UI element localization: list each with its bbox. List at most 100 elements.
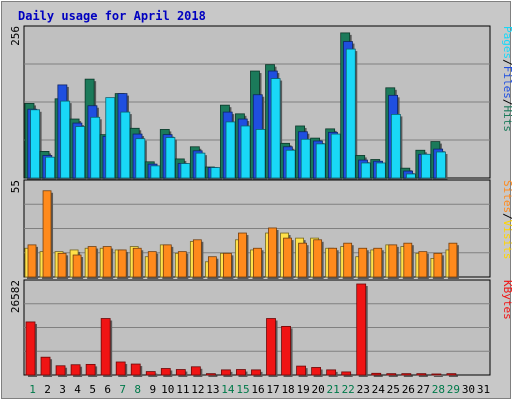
bar-kbytes-day-8: [130, 363, 143, 377]
bar-sites-day-3: [57, 252, 69, 279]
bar-sites-day-20: [313, 239, 324, 279]
x-tick-label: 21: [327, 383, 340, 396]
series-side-label: Pages/Files/Hits: [501, 26, 512, 132]
bar-kbytes-day-2: [40, 356, 53, 377]
bar-pages-day-26: [406, 173, 418, 180]
bar-kbytes-day-29: [446, 373, 458, 377]
x-tick-label: 5: [89, 383, 96, 396]
bar-pages-day-24: [375, 162, 388, 180]
x-tick-label: 4: [74, 383, 81, 396]
bar-pages-day-7: [120, 111, 132, 180]
bar-kbytes-day-16: [251, 369, 263, 377]
y-max-label: 26582: [9, 280, 22, 313]
bar-sites-day-9: [147, 251, 159, 279]
bar-pages-day-25: [390, 114, 403, 180]
bar-sites-day-24: [373, 247, 384, 279]
bar-sites-day-11: [177, 251, 189, 279]
legend-slash: /: [501, 213, 512, 220]
bar-pages-day-10: [165, 137, 177, 180]
legend-slash: /: [501, 59, 512, 66]
x-tick-label: 16: [251, 383, 264, 396]
bar-sites-day-1: [27, 244, 38, 279]
x-tick-label: 20: [312, 383, 325, 396]
bar-sites-day-2: [42, 190, 54, 279]
bar-pages-day-15: [240, 125, 253, 180]
bar-kbytes-day-12: [190, 366, 203, 377]
bar-sites-day-7: [117, 249, 129, 279]
x-tick-label: 1: [29, 383, 36, 396]
bar-sites-day-23: [358, 247, 369, 279]
bar-sites-day-14: [223, 252, 234, 279]
chart-panels: 256Pages/Files/Hits55Sites/Visits26582KB…: [9, 25, 512, 377]
bar-sites-day-25: [388, 244, 399, 279]
bar-pages-day-2: [45, 156, 57, 180]
bar-kbytes-day-6: [100, 318, 113, 377]
bar-sites-day-15: [238, 232, 249, 279]
bar-pages-day-5: [90, 116, 102, 180]
y-max-label: 256: [9, 26, 22, 46]
bar-kbytes-day-21: [326, 369, 338, 377]
y-max-label: 55: [9, 180, 22, 193]
bar-kbytes-day-22: [341, 371, 353, 377]
bar-kbytes-day-9: [145, 371, 158, 377]
bar-sites-day-22: [343, 242, 354, 279]
bar-sites-day-28: [433, 252, 444, 279]
bar-pages-day-20: [315, 143, 328, 180]
bar-sites-day-12: [192, 239, 204, 279]
bar-sites-day-4: [72, 254, 84, 279]
x-tick-label: 13: [206, 383, 219, 396]
bar-sites-day-18: [283, 237, 294, 279]
bar-kbytes-day-20: [311, 367, 323, 377]
bar-kbytes-day-1: [25, 321, 37, 377]
bar-pages-day-8: [135, 138, 147, 180]
series-side-label: KBytes: [501, 280, 512, 320]
bar-pages-day-22: [345, 48, 358, 180]
legend-hits: Hits: [501, 106, 512, 133]
bar-pages-day-13: [210, 167, 222, 180]
bar-pages-day-14: [225, 121, 238, 180]
x-tick-label: 6: [104, 383, 111, 396]
bar-pages-day-12: [195, 152, 207, 180]
bar-pages-day-19: [300, 138, 313, 180]
x-tick-label: 30: [462, 383, 475, 396]
bar-kbytes-day-25: [386, 373, 398, 377]
bar-pages-day-27: [421, 153, 433, 180]
x-tick-label: 27: [417, 383, 430, 396]
bar-pages-day-17: [270, 78, 283, 180]
bar-pages-day-4: [75, 126, 87, 180]
panel-3: 26582 KBytes: [9, 279, 512, 377]
x-tick-label: 10: [161, 383, 174, 396]
x-axis-labels: 1 2 3 4 5 6 7 8 9 10 11 12 13 14 15 16 17 18 19 20 21 22 23 24 2…: [29, 383, 490, 396]
series-side-label: Sites/Visits: [501, 180, 512, 260]
x-tick-label: 17: [266, 383, 279, 396]
bar-sites-day-29: [448, 242, 459, 279]
bar-sites-day-8: [132, 247, 144, 279]
bar-kbytes-day-10: [160, 368, 173, 377]
x-tick-label: 7: [119, 383, 126, 396]
legend-sites: Sites: [501, 180, 512, 213]
chart-title: Daily usage for April 2018: [18, 9, 206, 23]
x-tick-label: 24: [372, 383, 386, 396]
bar-pages-day-9: [150, 165, 162, 180]
x-tick-label: 8: [134, 383, 141, 396]
x-tick-label: 12: [191, 383, 204, 396]
bar-kbytes-day-26: [401, 373, 413, 377]
legend-slash: /: [501, 99, 512, 106]
legend-pages: Pages: [501, 26, 512, 59]
bar-pages-day-18: [285, 149, 298, 180]
bar-pages-day-11: [180, 163, 192, 180]
bar-sites-day-19: [298, 242, 309, 279]
bar-pages-day-21: [330, 133, 343, 180]
bar-pages-day-23: [360, 162, 373, 180]
legend-kbytes: KBytes: [501, 280, 512, 320]
x-tick-label: 31: [477, 383, 490, 396]
x-tick-label: 29: [447, 383, 460, 396]
bar-kbytes-day-4: [70, 364, 83, 377]
bar-sites-day-17: [268, 227, 279, 279]
bar-kbytes-day-17: [266, 318, 278, 377]
x-tick-label: 11: [176, 383, 189, 396]
legend-visits: Visits: [501, 220, 512, 260]
bar-sites-day-16: [253, 247, 264, 279]
bar-sites-day-21: [328, 247, 339, 279]
